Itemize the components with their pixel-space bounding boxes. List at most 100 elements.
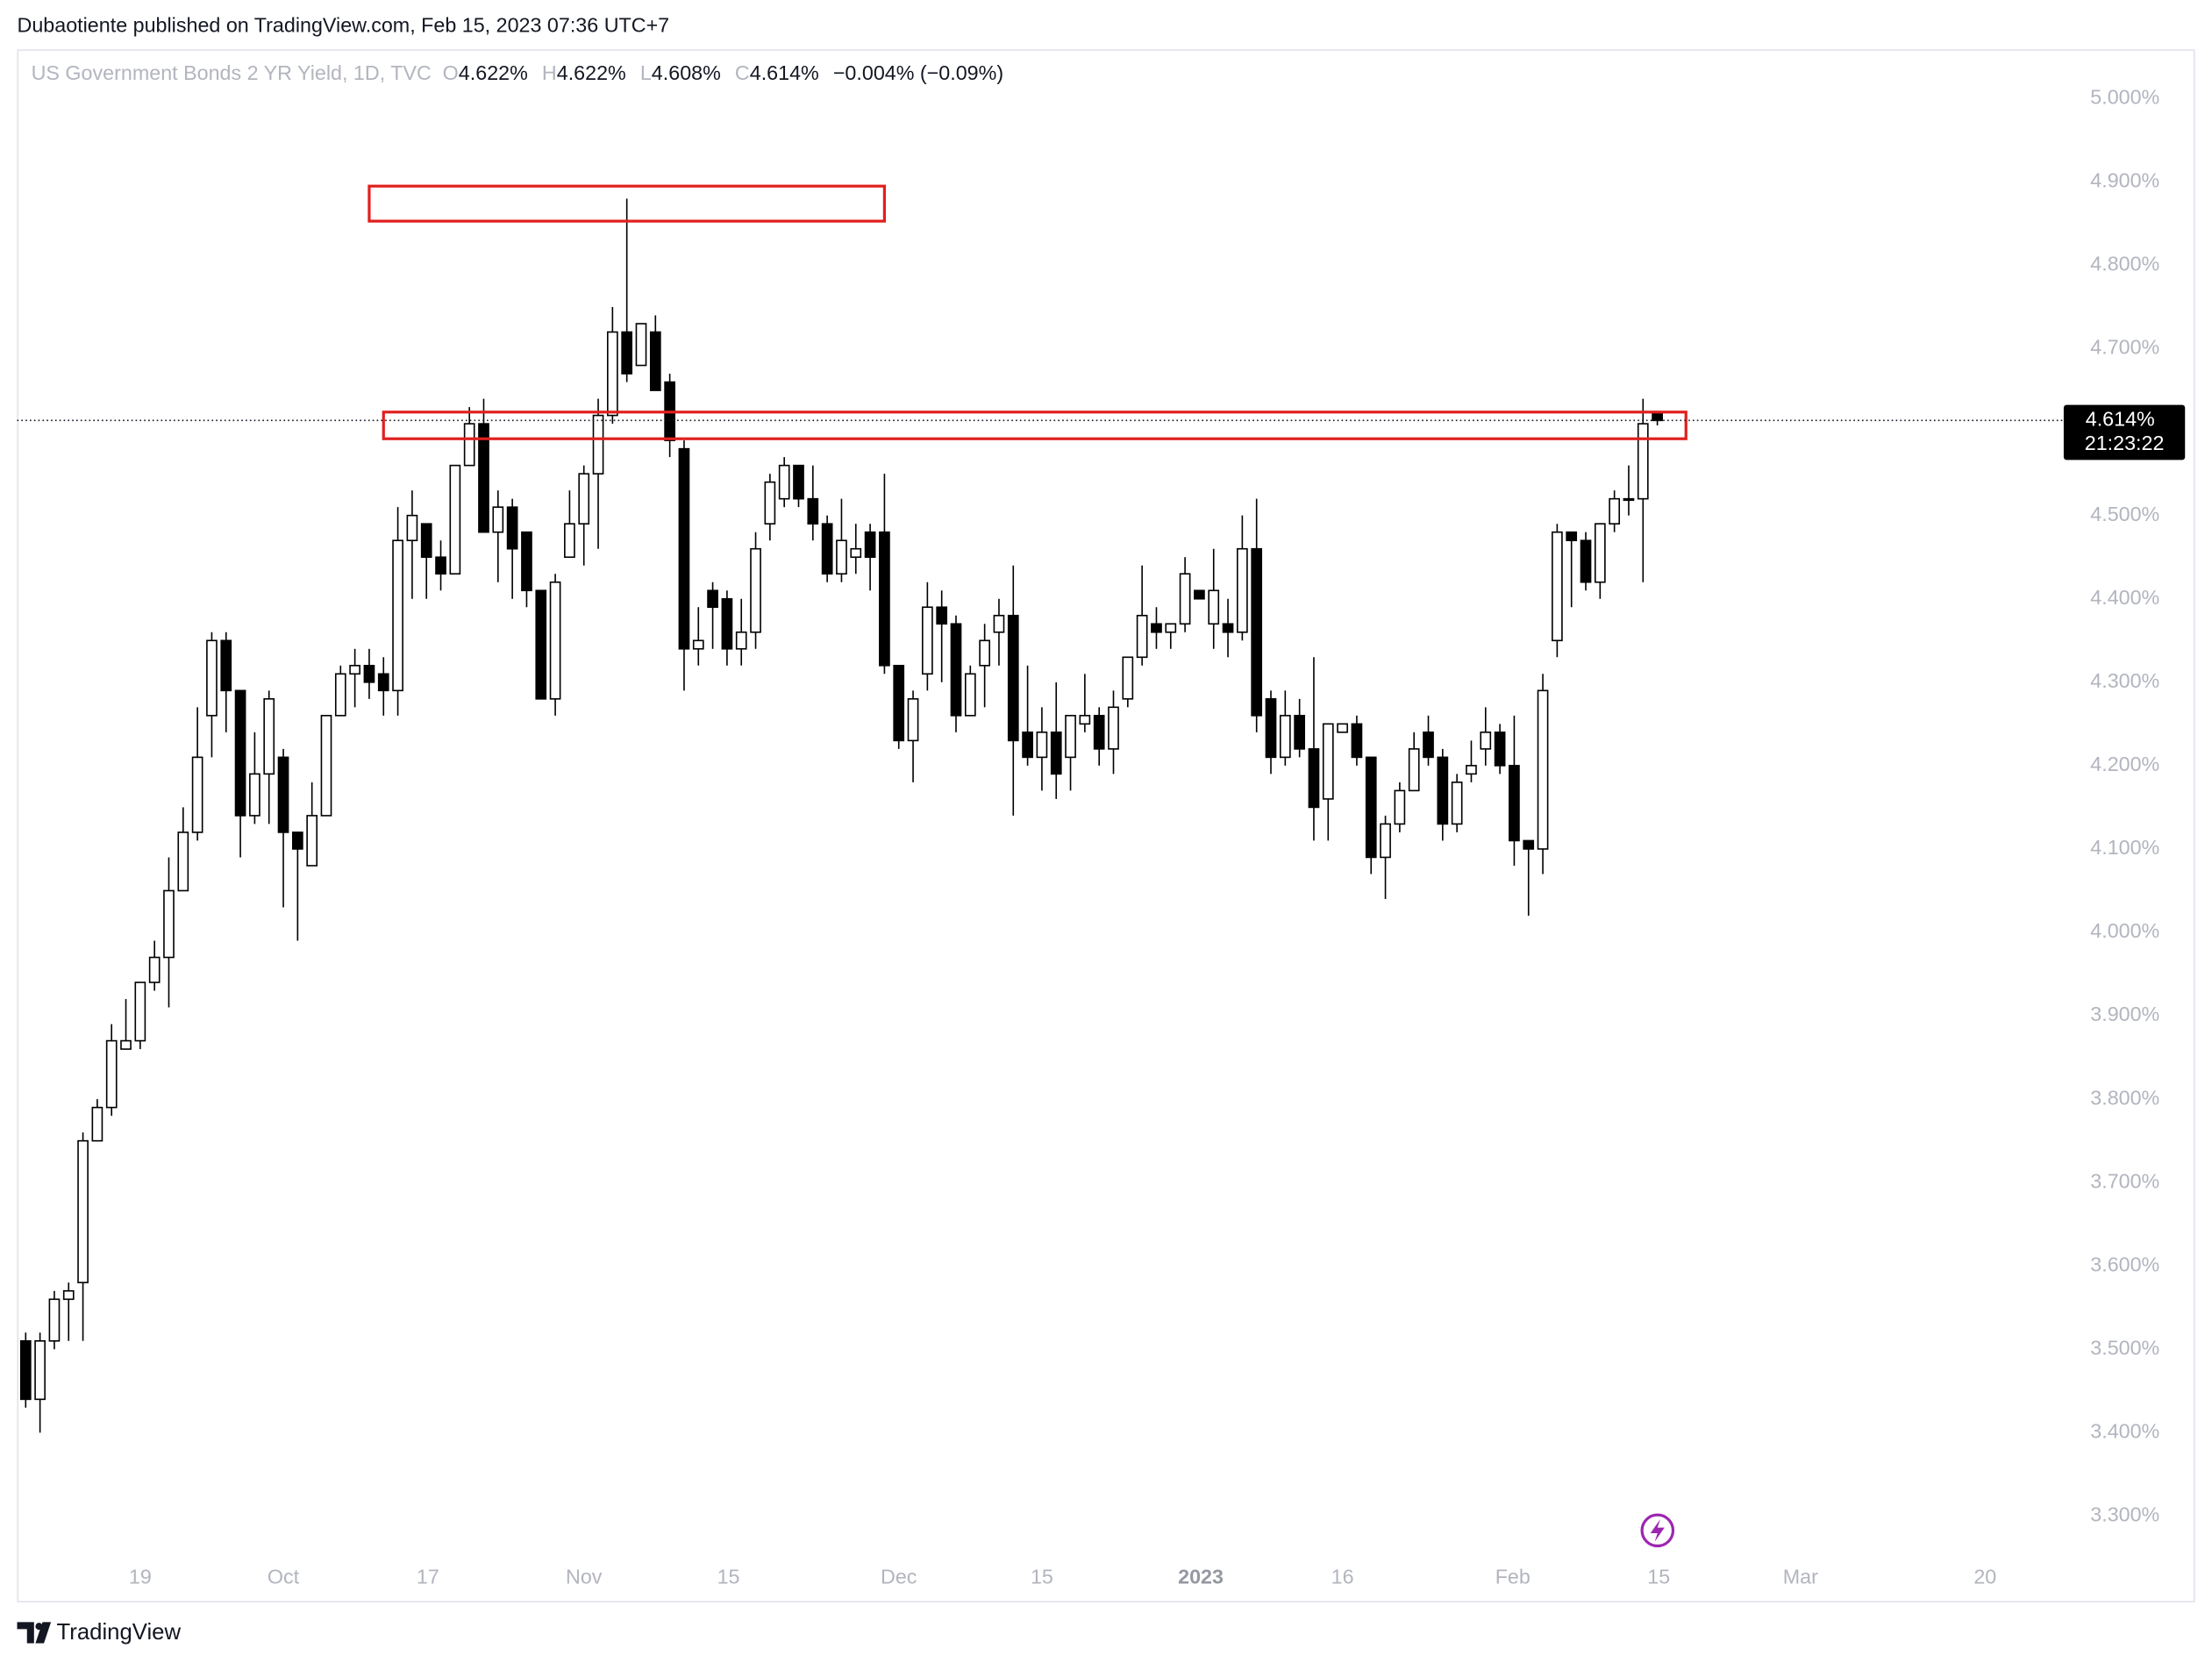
candle-body xyxy=(1265,698,1277,759)
x-tick-label: Nov xyxy=(566,1566,603,1588)
legend-key: H xyxy=(542,61,557,84)
candle-body xyxy=(521,531,532,592)
candle-body xyxy=(964,673,976,717)
candle-body xyxy=(735,631,747,650)
legend-key: C xyxy=(735,61,750,84)
candle-body xyxy=(463,423,475,467)
y-tick-label: 5.000% xyxy=(2090,86,2159,109)
candle-body xyxy=(77,1139,89,1284)
candle-body xyxy=(1623,497,1635,502)
candle-body xyxy=(1351,723,1363,759)
candle-body xyxy=(1408,748,1420,792)
candle-body xyxy=(1394,789,1406,825)
candle-body xyxy=(1537,689,1549,850)
candle-body xyxy=(535,589,547,700)
y-tick-label: 3.700% xyxy=(2090,1169,2159,1192)
candle-body xyxy=(1594,523,1606,583)
candle-body xyxy=(564,523,575,559)
candle-body xyxy=(105,1039,118,1109)
x-tick-label: Feb xyxy=(1495,1566,1531,1588)
countdown-label: 21:23:22 xyxy=(2085,432,2165,454)
candle-body xyxy=(1308,748,1320,809)
candle-body xyxy=(34,1340,46,1401)
candle-body xyxy=(1580,539,1592,583)
candle-body xyxy=(1122,656,1134,700)
candle-body xyxy=(1079,715,1091,725)
candle-body xyxy=(721,597,733,650)
candle-body xyxy=(1108,706,1119,750)
publish-header: Dubaotiente published on TradingView.com… xyxy=(18,14,670,37)
candle-body xyxy=(506,506,518,550)
candle-body xyxy=(807,497,819,525)
candle-body xyxy=(1208,589,1220,625)
zone-box xyxy=(367,184,887,223)
candle-body xyxy=(578,473,590,525)
legend-key: O xyxy=(443,61,459,84)
candle-body xyxy=(435,556,446,575)
candle-body xyxy=(1609,497,1621,525)
y-tick-label: 3.400% xyxy=(2090,1420,2159,1443)
candle-body xyxy=(363,664,375,683)
candle-body xyxy=(607,331,618,417)
candle-body xyxy=(134,981,146,1042)
candle-body xyxy=(592,414,604,475)
y-tick-label: 4.900% xyxy=(2090,169,2159,192)
y-tick-label: 4.000% xyxy=(2090,919,2159,942)
candle-body xyxy=(893,664,905,742)
candle-body xyxy=(1294,715,1305,750)
x-tick-label: 20 xyxy=(1973,1566,1996,1588)
candle-body xyxy=(936,606,948,625)
candle-body xyxy=(1652,412,1663,422)
candle-body xyxy=(1466,765,1477,775)
candle-body xyxy=(1480,732,1492,750)
candle-body xyxy=(1065,715,1076,759)
candle-body xyxy=(1523,839,1535,850)
x-tick-label: 15 xyxy=(717,1566,740,1588)
y-tick-label: 3.600% xyxy=(2090,1253,2159,1275)
candle-body xyxy=(793,464,804,500)
candle-body xyxy=(821,523,833,575)
candle-body xyxy=(1093,715,1105,750)
candle-body xyxy=(1222,623,1234,633)
x-tick-label: Mar xyxy=(1783,1566,1818,1588)
y-tick-label: 3.500% xyxy=(2090,1336,2159,1359)
candle-body xyxy=(692,639,704,650)
candle-body xyxy=(392,539,403,692)
candle-body xyxy=(1437,756,1449,825)
y-tick-label: 4.300% xyxy=(2090,669,2159,692)
candle-body xyxy=(1509,765,1520,842)
candle-body xyxy=(621,331,633,375)
candle-body xyxy=(1365,756,1377,859)
candle-body xyxy=(1179,573,1191,625)
x-tick-label: 17 xyxy=(417,1566,439,1588)
y-tick-label: 4.100% xyxy=(2090,836,2159,859)
candle-body xyxy=(850,547,862,559)
y-tick-label: 3.300% xyxy=(2090,1503,2159,1526)
candle-body xyxy=(334,673,346,717)
candle-body xyxy=(1279,715,1291,759)
candle-body xyxy=(764,481,776,525)
last-price-box xyxy=(2063,404,2186,460)
candle-body xyxy=(1322,723,1334,800)
candle-body xyxy=(1237,547,1248,633)
candle-body xyxy=(950,623,962,717)
candle-body xyxy=(979,639,990,667)
candle-body xyxy=(707,589,718,609)
candle-body xyxy=(879,531,890,667)
candle-body xyxy=(1423,732,1434,759)
candle-body xyxy=(163,889,175,959)
candle-body xyxy=(292,832,303,850)
candle-body xyxy=(120,1039,132,1050)
legend-value: 4.622% xyxy=(459,61,528,84)
legend: US Government Bonds 2 YR Yield, 1D, TVC O… xyxy=(32,61,1004,84)
candle-body xyxy=(1566,531,1578,542)
candle-body xyxy=(406,514,418,542)
legend-symbol: US Government Bonds 2 YR Yield, 1D, TVC xyxy=(32,61,432,84)
candle-body xyxy=(1022,732,1033,759)
candle-body xyxy=(1451,782,1463,825)
candle-body xyxy=(635,323,647,367)
x-tick-label: 16 xyxy=(1331,1566,1354,1588)
lightning-icon xyxy=(1640,1513,1675,1548)
x-tick-label: Oct xyxy=(268,1566,300,1588)
candle-body xyxy=(478,423,489,533)
